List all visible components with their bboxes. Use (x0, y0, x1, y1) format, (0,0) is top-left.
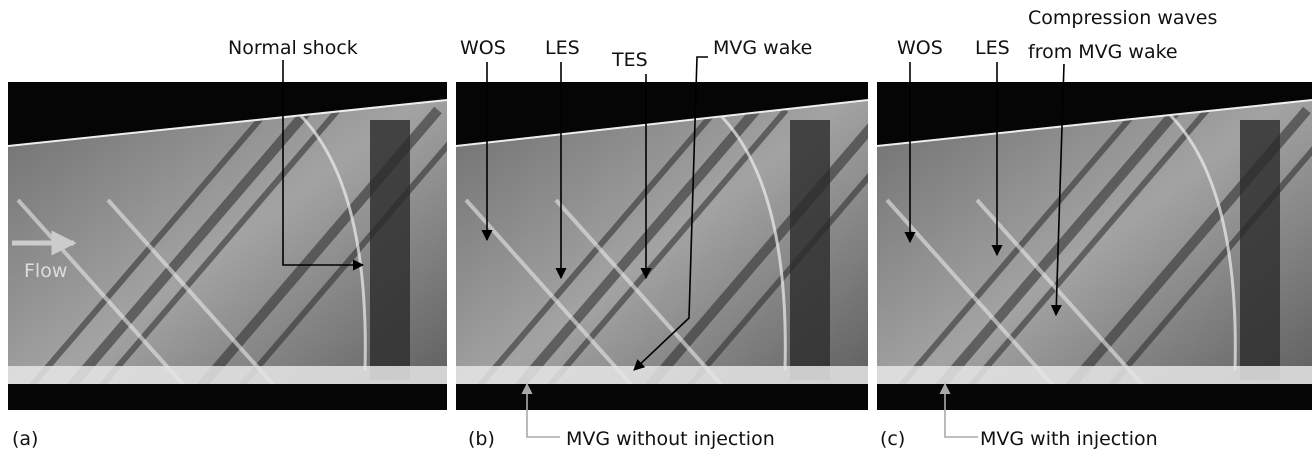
shock-region (790, 120, 830, 380)
annotation: Compression waves (1028, 7, 1217, 29)
panel-label: (a) (12, 428, 38, 450)
annotation: LES (975, 37, 1010, 59)
annotation: MVG wake (713, 37, 812, 59)
bottom-glow (8, 366, 447, 384)
annotation: TES (611, 49, 648, 71)
panel-label: (c) (880, 428, 905, 450)
annotation: Normal shock (228, 37, 358, 59)
annotation: WOS (460, 37, 506, 59)
annotation: MVG with injection (980, 428, 1158, 450)
annotation: Flow (24, 260, 67, 282)
annotation: from MVG wake (1028, 41, 1178, 63)
annotation: MVG without injection (566, 428, 775, 450)
annotation: LES (545, 37, 580, 59)
bottom-glow (877, 366, 1312, 384)
shock-region (1240, 120, 1280, 380)
panel-image (877, 82, 1315, 410)
bottom-wall (456, 384, 868, 410)
bottom-glow (456, 366, 868, 384)
figure: Normal shock Flow (a) WOS LES TES MVG wa… (0, 0, 1315, 450)
panel-image (8, 82, 478, 410)
schlieren-images (8, 82, 1315, 410)
annotation: WOS (897, 37, 943, 59)
bottom-wall (8, 384, 447, 410)
bottom-wall (877, 384, 1312, 410)
panel-label: (b) (468, 428, 495, 450)
shock-region (370, 120, 410, 380)
